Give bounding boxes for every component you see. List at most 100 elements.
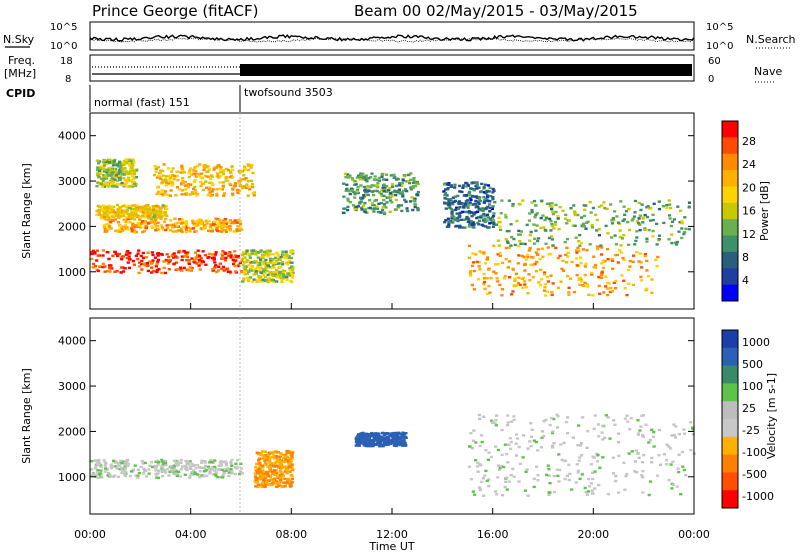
velocity-cell bbox=[682, 468, 686, 472]
velocity-cell bbox=[510, 420, 514, 423]
power-cell bbox=[194, 170, 198, 173]
power-cell bbox=[115, 185, 119, 188]
power-cell bbox=[132, 169, 136, 172]
power-colorbar-swatch bbox=[722, 235, 738, 253]
power-colorbar-title: Power [dB] bbox=[758, 181, 771, 241]
power-cell bbox=[670, 233, 674, 236]
velocity-cell bbox=[234, 462, 238, 465]
power-cell bbox=[215, 270, 219, 274]
velocity-cell bbox=[601, 424, 605, 428]
power-cell bbox=[209, 229, 213, 233]
power-cell bbox=[447, 200, 451, 203]
power-cell bbox=[444, 207, 448, 210]
power-cell bbox=[182, 249, 186, 253]
power-colorbar-tick: 4 bbox=[742, 274, 749, 287]
power-cell bbox=[180, 218, 184, 221]
power-cell bbox=[140, 259, 144, 263]
power-cell bbox=[122, 214, 126, 217]
velocity-cell bbox=[143, 461, 147, 465]
velocity-cell bbox=[273, 457, 277, 460]
power-cell bbox=[483, 287, 487, 290]
velocity-cell bbox=[111, 459, 116, 463]
velocity-cell bbox=[277, 456, 281, 460]
power-cell bbox=[581, 248, 585, 251]
power-cell bbox=[477, 278, 481, 281]
power-cell bbox=[218, 174, 222, 178]
power-cell bbox=[112, 160, 116, 163]
velocity-cell bbox=[203, 461, 208, 464]
power-cell bbox=[467, 225, 471, 228]
power-cell bbox=[96, 181, 100, 184]
power-cell bbox=[566, 274, 570, 278]
power-cell bbox=[457, 200, 462, 203]
power-cell bbox=[494, 223, 499, 226]
power-cell bbox=[132, 263, 136, 266]
power-cell bbox=[202, 168, 206, 172]
velocity-cell bbox=[265, 471, 269, 474]
power-cell bbox=[590, 273, 594, 276]
velocity-cell bbox=[641, 435, 645, 438]
power-cell bbox=[400, 191, 404, 194]
power-cell bbox=[159, 252, 163, 256]
velocity-cell bbox=[136, 476, 140, 479]
velocity-cell bbox=[377, 436, 381, 440]
power-cell bbox=[536, 248, 540, 251]
velocity-cell bbox=[536, 474, 540, 477]
power-cell bbox=[257, 275, 261, 278]
power-cell bbox=[244, 186, 248, 189]
power-cell bbox=[117, 252, 121, 256]
power-cell bbox=[607, 282, 611, 285]
power-cell bbox=[361, 196, 365, 200]
power-cell bbox=[95, 259, 99, 262]
velocity-cell bbox=[254, 469, 258, 472]
power-cell bbox=[270, 271, 274, 274]
xlabel: Time UT bbox=[368, 540, 414, 553]
velocity-cell bbox=[213, 472, 217, 476]
power-cell bbox=[191, 192, 195, 196]
power-cell bbox=[216, 269, 221, 272]
power-cell bbox=[461, 210, 465, 214]
power-ytick-label: 4000 bbox=[58, 130, 86, 143]
velocity-cell bbox=[227, 471, 231, 474]
power-cell bbox=[352, 190, 356, 194]
power-cell bbox=[467, 244, 471, 248]
power-cell bbox=[473, 211, 477, 214]
power-colorbar-swatch bbox=[722, 284, 738, 302]
velocity-cell bbox=[397, 437, 402, 441]
power-cell bbox=[363, 178, 368, 181]
velocity-cell bbox=[473, 493, 477, 496]
velocity-cell bbox=[640, 474, 644, 477]
power-cell bbox=[533, 216, 537, 219]
velocity-cell bbox=[121, 460, 125, 463]
velocity-cell bbox=[494, 445, 498, 448]
power-cell bbox=[346, 205, 350, 209]
power-cell bbox=[633, 211, 637, 214]
power-cell bbox=[620, 237, 624, 240]
power-cell bbox=[221, 181, 225, 184]
power-cell bbox=[454, 208, 458, 212]
power-cell bbox=[502, 277, 506, 280]
velocity-cell bbox=[179, 461, 183, 464]
power-cell bbox=[521, 242, 525, 245]
power-cell bbox=[382, 184, 386, 187]
velocity-cell bbox=[227, 468, 231, 471]
power-cell bbox=[381, 178, 385, 181]
velocity-cell bbox=[268, 459, 272, 462]
power-cell bbox=[111, 164, 116, 167]
power-cell bbox=[551, 210, 555, 213]
power-cell bbox=[517, 276, 521, 279]
power-cell bbox=[601, 259, 605, 262]
power-cell bbox=[124, 179, 129, 182]
power-cell bbox=[478, 250, 482, 253]
power-cell bbox=[262, 250, 266, 254]
power-cell bbox=[346, 173, 350, 176]
power-cell bbox=[451, 196, 455, 199]
power-cell bbox=[416, 206, 420, 210]
power-cell bbox=[650, 291, 654, 294]
velocity-cell bbox=[113, 461, 117, 464]
power-cell bbox=[206, 165, 210, 168]
velocity-cell bbox=[260, 464, 264, 467]
power-cell bbox=[613, 210, 617, 213]
power-cell bbox=[102, 225, 107, 228]
